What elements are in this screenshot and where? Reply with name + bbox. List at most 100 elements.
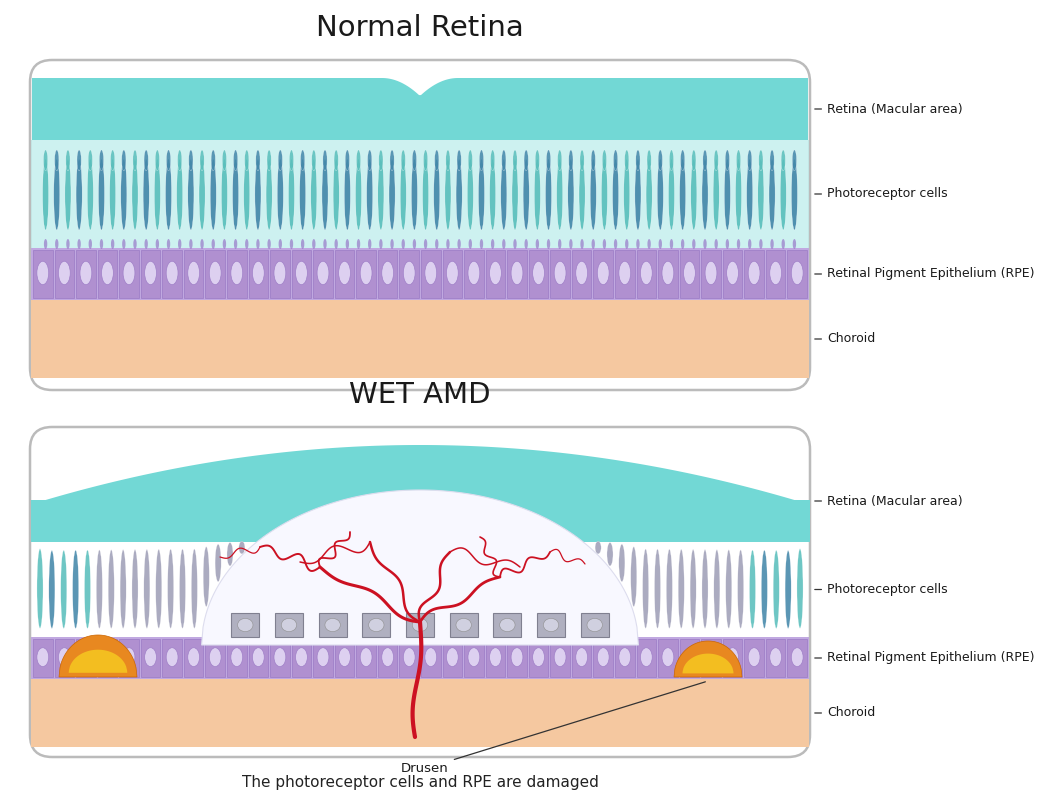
Ellipse shape: [123, 262, 135, 285]
Ellipse shape: [679, 159, 686, 230]
Ellipse shape: [289, 159, 295, 230]
Ellipse shape: [234, 239, 237, 249]
Ellipse shape: [797, 549, 803, 628]
Ellipse shape: [749, 648, 760, 667]
Ellipse shape: [781, 150, 785, 171]
Ellipse shape: [268, 239, 271, 249]
Ellipse shape: [369, 619, 384, 631]
Ellipse shape: [769, 159, 775, 230]
Ellipse shape: [726, 239, 729, 249]
Ellipse shape: [356, 150, 361, 171]
Ellipse shape: [401, 239, 405, 249]
Ellipse shape: [166, 262, 179, 285]
Ellipse shape: [558, 150, 562, 171]
Ellipse shape: [657, 159, 664, 230]
Ellipse shape: [77, 150, 81, 171]
Ellipse shape: [37, 262, 48, 285]
Text: WET AMD: WET AMD: [350, 381, 490, 409]
Ellipse shape: [66, 239, 69, 249]
Polygon shape: [682, 653, 734, 673]
Ellipse shape: [61, 550, 67, 628]
Ellipse shape: [554, 262, 566, 285]
Bar: [537, 613, 565, 637]
Ellipse shape: [191, 549, 197, 628]
Bar: [507, 250, 527, 298]
Ellipse shape: [382, 648, 394, 667]
Ellipse shape: [658, 239, 662, 249]
Ellipse shape: [785, 550, 791, 628]
Ellipse shape: [412, 159, 418, 230]
Bar: [270, 639, 290, 677]
Ellipse shape: [400, 159, 406, 230]
Bar: [55, 639, 75, 677]
Bar: [249, 639, 268, 677]
Ellipse shape: [468, 648, 480, 667]
Ellipse shape: [339, 262, 351, 285]
Ellipse shape: [300, 150, 304, 171]
Bar: [636, 250, 656, 298]
Bar: [581, 613, 609, 637]
Bar: [98, 639, 118, 677]
Ellipse shape: [209, 262, 222, 285]
Ellipse shape: [299, 159, 306, 230]
Ellipse shape: [607, 542, 613, 566]
Ellipse shape: [223, 150, 227, 171]
Ellipse shape: [356, 159, 361, 230]
Ellipse shape: [636, 239, 639, 249]
Bar: [722, 250, 742, 298]
Ellipse shape: [793, 150, 797, 171]
Polygon shape: [68, 650, 127, 673]
Ellipse shape: [256, 239, 259, 249]
Ellipse shape: [446, 150, 450, 171]
Ellipse shape: [335, 239, 338, 249]
Ellipse shape: [78, 239, 81, 249]
Ellipse shape: [123, 648, 135, 667]
Ellipse shape: [569, 150, 573, 171]
Ellipse shape: [532, 262, 545, 285]
Polygon shape: [32, 445, 808, 542]
Ellipse shape: [500, 619, 516, 631]
Ellipse shape: [771, 239, 774, 249]
Ellipse shape: [575, 648, 588, 667]
Ellipse shape: [579, 159, 585, 230]
Ellipse shape: [511, 648, 523, 667]
Ellipse shape: [177, 150, 182, 171]
Bar: [32, 679, 808, 747]
Ellipse shape: [155, 549, 162, 628]
Ellipse shape: [223, 239, 226, 249]
Bar: [550, 250, 570, 298]
Bar: [275, 613, 303, 637]
Ellipse shape: [690, 549, 696, 628]
Ellipse shape: [413, 150, 417, 171]
Bar: [449, 613, 478, 637]
Ellipse shape: [747, 159, 753, 230]
Ellipse shape: [434, 159, 440, 230]
Bar: [318, 613, 346, 637]
Ellipse shape: [643, 549, 649, 628]
Ellipse shape: [670, 239, 673, 249]
Ellipse shape: [692, 239, 695, 249]
Ellipse shape: [748, 239, 752, 249]
Ellipse shape: [714, 150, 718, 171]
Ellipse shape: [278, 239, 282, 249]
Ellipse shape: [168, 549, 173, 628]
Bar: [658, 250, 677, 298]
Ellipse shape: [110, 150, 114, 171]
Bar: [442, 639, 462, 677]
Ellipse shape: [691, 159, 697, 230]
Ellipse shape: [322, 159, 328, 230]
Bar: [494, 613, 522, 637]
Bar: [184, 250, 204, 298]
Text: Choroid: Choroid: [815, 332, 876, 346]
Ellipse shape: [724, 159, 731, 230]
Ellipse shape: [231, 262, 243, 285]
Ellipse shape: [42, 159, 48, 230]
Ellipse shape: [423, 150, 427, 171]
Ellipse shape: [80, 648, 91, 667]
Ellipse shape: [489, 262, 501, 285]
Ellipse shape: [368, 239, 372, 249]
Bar: [507, 639, 527, 677]
Ellipse shape: [245, 239, 249, 249]
Ellipse shape: [640, 262, 652, 285]
Ellipse shape: [479, 150, 484, 171]
